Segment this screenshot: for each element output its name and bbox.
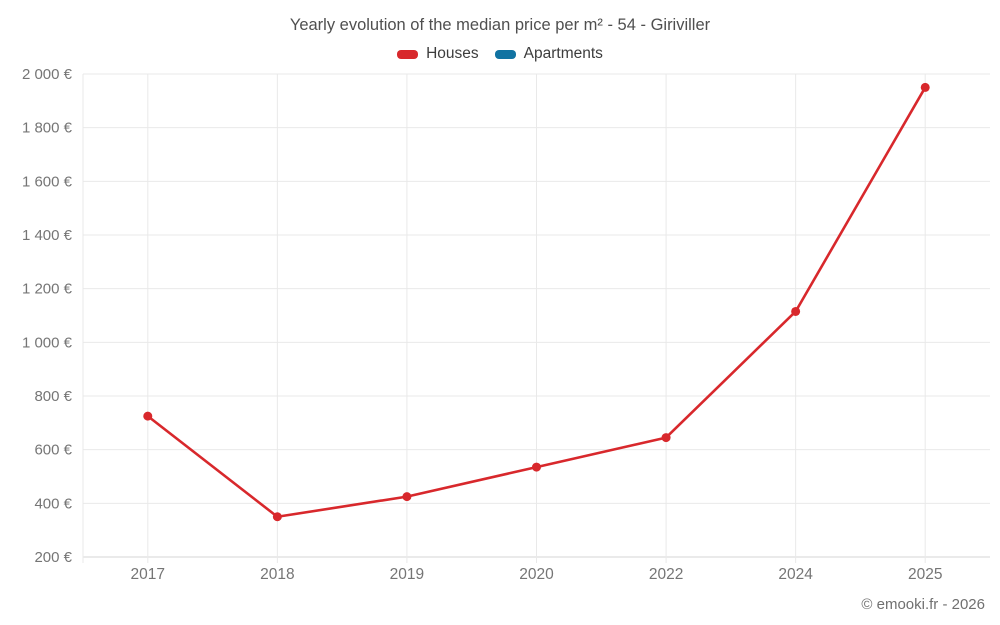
y-axis-tick-label: 800 € bbox=[34, 388, 72, 405]
footer-credit: © emooki.fr - 2026 bbox=[861, 596, 985, 613]
x-axis-tick-label: 2018 bbox=[260, 566, 294, 583]
data-point-houses[interactable] bbox=[791, 306, 801, 316]
legend: Houses Apartments bbox=[0, 45, 1000, 63]
y-axis-tick-label: 200 € bbox=[34, 549, 72, 566]
x-axis-tick-label: 2019 bbox=[390, 566, 424, 583]
y-axis-tick-label: 2 000 € bbox=[22, 66, 73, 83]
y-axis-tick-label: 1 600 € bbox=[22, 173, 73, 190]
x-axis-tick-label: 2020 bbox=[519, 566, 554, 583]
legend-label-apartments: Apartments bbox=[523, 45, 603, 62]
houses-series-swatch-icon bbox=[397, 49, 419, 59]
data-point-houses[interactable] bbox=[272, 512, 282, 522]
data-point-houses[interactable] bbox=[920, 82, 930, 92]
x-axis-tick-label: 2022 bbox=[649, 566, 683, 583]
legend-label-houses: Houses bbox=[426, 45, 479, 62]
y-axis-tick-label: 1 200 € bbox=[22, 281, 73, 298]
y-axis-tick-label: 400 € bbox=[34, 495, 72, 512]
legend-item-apartments[interactable]: Apartments bbox=[494, 45, 603, 63]
y-axis-tick-label: 1 000 € bbox=[22, 334, 73, 351]
data-point-houses[interactable] bbox=[661, 433, 671, 443]
data-point-houses[interactable] bbox=[402, 492, 412, 502]
y-axis-tick-label: 1 800 € bbox=[22, 120, 73, 137]
data-point-houses[interactable] bbox=[143, 411, 153, 421]
y-axis-tick-label: 600 € bbox=[34, 442, 72, 459]
legend-item-houses[interactable]: Houses bbox=[397, 45, 479, 63]
x-axis-tick-label: 2017 bbox=[131, 566, 165, 583]
chart-title: Yearly evolution of the median price per… bbox=[289, 16, 711, 34]
x-axis-tick-label: 2024 bbox=[778, 566, 813, 583]
data-point-houses[interactable] bbox=[532, 462, 541, 472]
apartments-series-swatch-icon bbox=[494, 49, 516, 59]
x-axis-tick-label: 2025 bbox=[908, 566, 942, 583]
y-axis-tick-label: 1 400 € bbox=[22, 227, 73, 244]
